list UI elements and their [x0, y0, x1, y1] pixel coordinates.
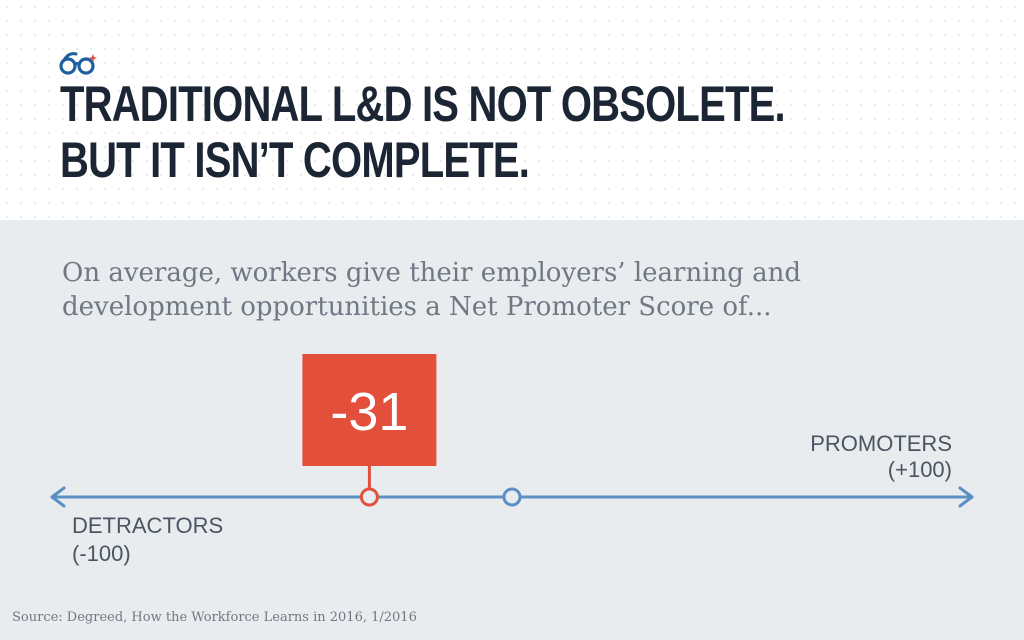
promoters-value-label: (+100)	[888, 457, 952, 482]
headline-line-1: TRADITIONAL L&D IS NOT OBSOLETE.	[60, 76, 812, 132]
headline-line-2: BUT IT ISN’T COMPLETE.	[60, 132, 812, 188]
glasses-logo-icon	[58, 48, 100, 76]
midpoint-marker	[504, 489, 520, 505]
headline: TRADITIONAL L&D IS NOT OBSOLETE. BUT IT …	[60, 76, 812, 188]
nps-scale-chart: -31 DETRACTORS (-100) PROMOTERS (+100)	[0, 340, 1024, 580]
subtitle-line-1: On average, workers give their employers…	[62, 256, 962, 290]
value-marker	[361, 489, 377, 505]
detractors-value-label: (-100)	[72, 541, 131, 566]
subtitle-line-2: development opportunities a Net Promoter…	[62, 290, 962, 324]
source-note: Source: Degreed, How the Workforce Learn…	[12, 610, 417, 625]
detractors-label: DETRACTORS	[72, 513, 223, 538]
promoters-label: PROMOTERS	[810, 431, 952, 456]
subtitle: On average, workers give their employers…	[62, 256, 962, 324]
value-label: -31	[330, 382, 408, 442]
